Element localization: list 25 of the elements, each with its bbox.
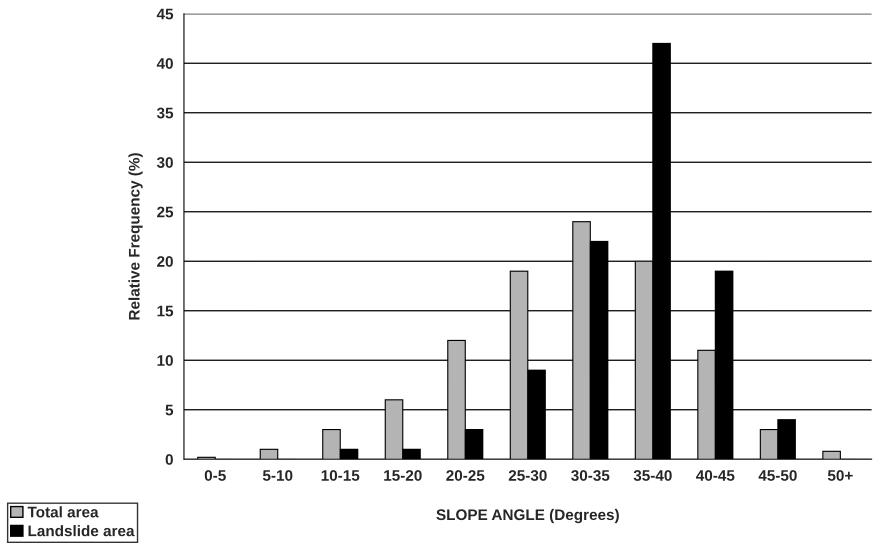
- x-tick-label: 5-10: [262, 470, 292, 481]
- y-tick-label: 20: [157, 256, 173, 267]
- y-tick-label: 15: [158, 306, 174, 316]
- y-tick-label: 35: [156, 108, 174, 118]
- y-axis-title: Relative Frequency (%): [128, 153, 143, 320]
- y-tick-label: 45: [156, 8, 174, 20]
- x-tick-label: 40-45: [696, 470, 734, 481]
- x-tick-label: 30-35: [571, 470, 610, 481]
- y-tick-label: 0: [166, 454, 173, 465]
- x-tick-label: 20-25: [446, 470, 484, 481]
- y-tick-label: 25: [157, 206, 174, 218]
- x-tick-label: 10-15: [322, 470, 360, 481]
- x-tick-label: 25-30: [508, 470, 547, 481]
- x-tick-label: 35-40: [634, 470, 672, 481]
- x-tick-label: 15-20: [384, 470, 422, 481]
- x-tick-label: 50+: [828, 470, 853, 481]
- y-tick-label: 5: [166, 404, 174, 416]
- y-tick-label: 10: [158, 355, 173, 366]
- x-tick-label: 0-5: [204, 470, 226, 481]
- y-tick-label: 40: [156, 58, 173, 69]
- x-tick-label: 45-50: [758, 470, 797, 481]
- y-tick-label: 30: [156, 157, 173, 168]
- legend-label: Landslide area: [28, 525, 135, 536]
- legend-label: Total area: [28, 506, 99, 518]
- x-axis-title: SLOPE ANGLE (Degrees): [436, 508, 619, 524]
